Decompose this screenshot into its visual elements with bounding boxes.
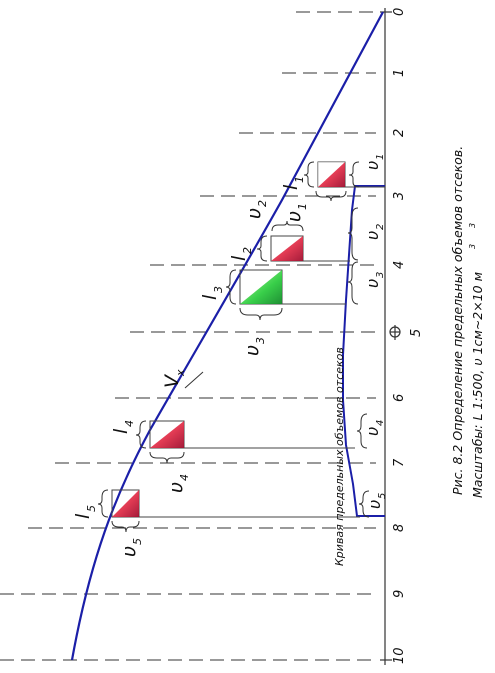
l-main: l [228,255,250,261]
tick-label-9: 9 [392,590,407,598]
right-volume-label-2: υ2 [363,224,386,240]
vx-main: V [161,373,183,388]
compartment-3-length-label: l3 [199,286,225,300]
right-volume-label-1: υ1 [363,154,386,170]
scale-note: Масштабы: L 1:500, υ 1см~2×10 м 3 3 [468,223,485,498]
v-sub: 4 [178,474,191,481]
rv-main: υ [363,231,382,240]
l-sub: 3 [212,286,225,293]
station-dashed-lines [0,11,376,661]
scale-exponent-2: 3 [468,223,477,228]
compartment-2-length-label: l2 [228,247,254,261]
l-main: l [110,428,132,434]
l-sub: 2 [241,247,254,254]
tick-label-2: 2 [392,129,407,137]
tick-label-6: 6 [392,394,407,402]
rv-sub: 2 [375,224,386,230]
right-volume-label-3: υ3 [363,272,386,288]
compartment-shapes [111,161,385,518]
vx-sub: x [174,369,187,377]
compartment-5-shape [111,489,360,518]
compartment-3-shape [239,269,346,305]
tick-label-1: 1 [392,69,407,77]
l-sub: 4 [123,420,136,427]
v-main: υ [118,546,140,557]
v-sub: 3 [254,337,267,344]
compartment-1-volume-label: υ1 [283,203,309,222]
tick-label-3: 3 [392,192,407,200]
right-volume-label-4: υ4 [363,420,386,436]
midship-symbol [389,325,401,340]
right-volume-label-5: υ5 [365,493,388,509]
tick-label-8: 8 [392,524,407,532]
vx-leader-line [184,371,204,389]
scale-exponent-1: 3 [468,244,477,249]
compartment-5-volume-label: υ5 [118,538,144,557]
scale-text: Масштабы: L 1:500, υ 1см~2×10 м [470,272,485,498]
compartment-4-length-label: l4 [110,420,136,434]
compartment-1-length-label: l1 [280,176,306,190]
l-main: l [199,294,221,300]
l-main: l [72,513,94,519]
compartment-4-shape [149,420,355,449]
rv-sub: 4 [375,420,386,426]
rv-main: υ [363,279,382,288]
compartment-braces [97,161,370,533]
limit-curve-label: Кривая предельных объемов отсеков [333,347,346,566]
tick-label-0: 0 [392,8,407,16]
compartment-2-shape [270,235,350,262]
compartment-5-length-label: l5 [72,505,98,519]
tick-label-7: 7 [392,458,407,467]
l-main: l [280,184,302,190]
v-main: υ [241,345,263,356]
rv-main: υ [363,161,382,170]
rv-main: υ [365,500,384,509]
v-main: υ [283,211,305,222]
integral-curve-vx [70,11,384,661]
rv-main: υ [363,427,382,436]
v-main: υ [243,208,265,219]
rv-sub: 5 [377,493,388,499]
v-sub: 5 [131,538,144,545]
l-sub: 5 [85,505,98,512]
rv-sub: 3 [375,272,386,278]
v-sub: 1 [296,203,309,210]
tick-label-4: 4 [392,261,407,269]
compartment-2-volume-label: υ2 [243,200,269,219]
midship-label: 5 [409,329,424,337]
rv-sub: 1 [375,154,386,160]
compartment-4-volume-label: υ4 [165,474,191,493]
baseline [380,8,392,665]
limit-volumes-curve [342,185,385,517]
tick-label-10: 10 [392,647,407,664]
figure-caption: Рис. 8.2 Определение предельных объемов … [450,146,465,495]
compartment-1-shape [317,161,385,188]
l-sub: 1 [293,176,306,183]
v-sub: 2 [256,200,269,207]
axis-tick-labels: 0 1 2 3 4 6 7 8 9 10 [392,8,407,664]
vx-label: V x [161,369,187,388]
compartment-3-volume-label: υ3 [241,337,267,356]
v-main: υ [165,482,187,493]
